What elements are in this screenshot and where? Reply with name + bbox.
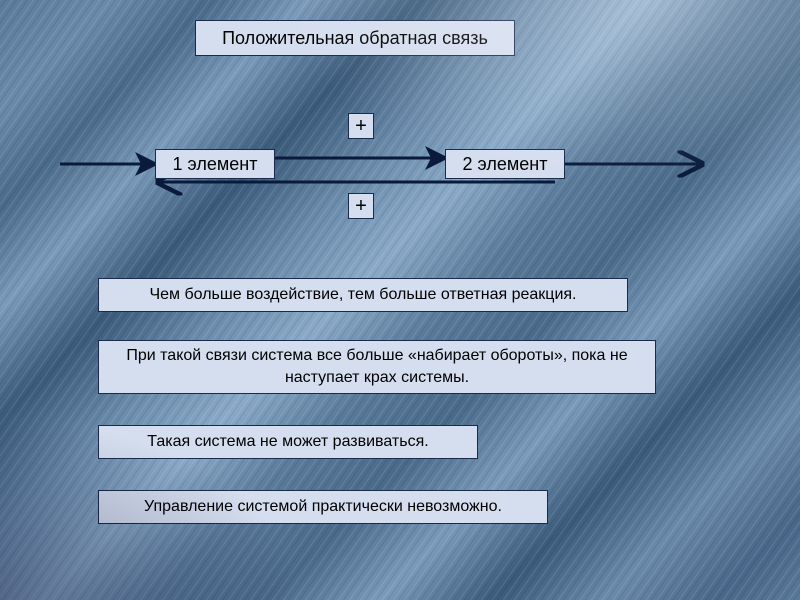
element-1-box: 1 элемент: [155, 149, 275, 179]
title-text: Положительная обратная связь: [222, 26, 488, 50]
caption-1: Чем больше воздействие, тем больше ответ…: [98, 278, 628, 312]
caption-3-text: Такая система не может развиваться.: [147, 431, 428, 453]
plus-top: +: [348, 113, 374, 139]
caption-4-text: Управление системой практически невозмож…: [144, 496, 502, 518]
caption-4: Управление системой практически невозмож…: [98, 490, 548, 524]
plus-top-symbol: +: [355, 113, 367, 140]
plus-bottom: +: [348, 193, 374, 219]
title-box: Положительная обратная связь: [195, 20, 515, 56]
caption-3: Такая система не может развиваться.: [98, 425, 478, 459]
caption-1-text: Чем больше воздействие, тем больше ответ…: [149, 284, 576, 306]
element-2-label: 2 элемент: [463, 152, 548, 176]
caption-2-text: При такой связи система все больше «наби…: [109, 345, 645, 388]
plus-bottom-symbol: +: [355, 193, 367, 220]
caption-2: При такой связи система все больше «наби…: [98, 340, 656, 394]
element-1-label: 1 элемент: [173, 152, 258, 176]
element-2-box: 2 элемент: [445, 149, 565, 179]
